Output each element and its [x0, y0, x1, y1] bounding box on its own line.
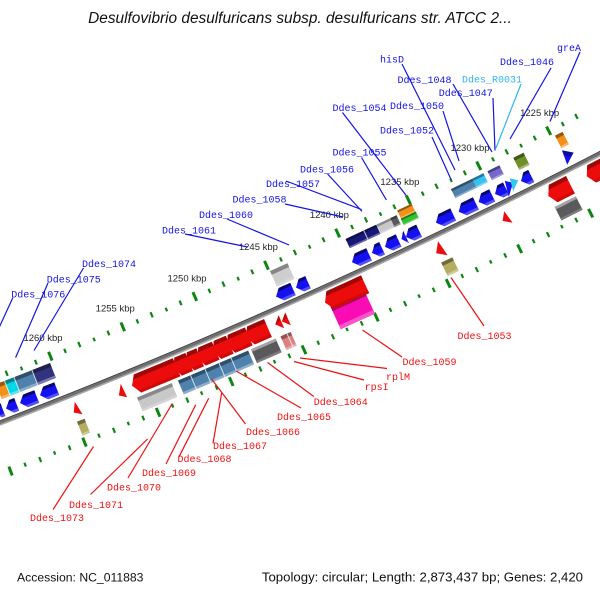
svg-text:1260 kbp: 1260 kbp [23, 333, 62, 344]
svg-text:1255 kbp: 1255 kbp [96, 304, 135, 315]
svg-text:Ddes_1066: Ddes_1066 [246, 427, 300, 439]
svg-text:Ddes_1058: Ddes_1058 [233, 195, 287, 207]
svg-text:Topology: circular; Length: 2,: Topology: circular; Length: 2,873,437 bp… [262, 570, 583, 585]
svg-text:Accession: NC_011883: Accession: NC_011883 [17, 571, 144, 585]
svg-text:hisD: hisD [380, 55, 404, 67]
svg-text:Ddes_1069: Ddes_1069 [142, 468, 196, 480]
svg-text:Ddes_1073: Ddes_1073 [30, 513, 84, 525]
svg-text:rpsI: rpsI [365, 383, 389, 394]
svg-text:Ddes_1071: Ddes_1071 [69, 500, 123, 512]
svg-text:Ddes_1050: Ddes_1050 [390, 101, 444, 113]
svg-text:Ddes_1074: Ddes_1074 [82, 259, 136, 271]
svg-text:Ddes_1075: Ddes_1075 [47, 275, 101, 287]
svg-text:Ddes_1061: Ddes_1061 [162, 226, 216, 238]
svg-text:Ddes_1057: Ddes_1057 [266, 179, 320, 191]
svg-text:Ddes_1060: Ddes_1060 [199, 210, 253, 222]
svg-text:Ddes_1068: Ddes_1068 [178, 454, 232, 466]
svg-text:Ddes_1070: Ddes_1070 [107, 483, 161, 495]
svg-text:Ddes_1053: Ddes_1053 [458, 331, 512, 343]
svg-text:1250 kbp: 1250 kbp [167, 273, 206, 284]
svg-text:Ddes_1076: Ddes_1076 [11, 289, 65, 301]
svg-text:greA: greA [557, 44, 581, 55]
svg-text:Ddes_1064: Ddes_1064 [314, 397, 368, 409]
svg-text:Ddes_1046: Ddes_1046 [500, 57, 554, 69]
svg-text:Ddes_1052: Ddes_1052 [380, 126, 434, 138]
svg-text:1225 kbp: 1225 kbp [520, 108, 559, 119]
svg-text:1245 kbp: 1245 kbp [239, 242, 278, 253]
svg-text:Ddes_1055: Ddes_1055 [333, 148, 387, 160]
svg-text:Ddes_1067: Ddes_1067 [213, 441, 267, 453]
svg-text:Ddes_1048: Ddes_1048 [398, 75, 452, 87]
svg-text:Desulfovibrio desulfuricans su: Desulfovibrio desulfuricans subsp. desul… [88, 10, 512, 27]
svg-text:1235 kbp: 1235 kbp [380, 177, 419, 188]
svg-text:Ddes_1065: Ddes_1065 [277, 412, 331, 424]
svg-text:Ddes_R0031: Ddes_R0031 [462, 75, 522, 87]
svg-text:Ddes_1059: Ddes_1059 [403, 357, 457, 369]
svg-text:1230 kbp: 1230 kbp [450, 143, 489, 154]
svg-text:rplM: rplM [386, 372, 410, 384]
svg-text:Ddes_1054: Ddes_1054 [333, 103, 387, 115]
svg-text:Ddes_1056: Ddes_1056 [300, 165, 354, 177]
svg-text:1240 kbp: 1240 kbp [310, 210, 349, 221]
svg-text:Ddes_1047: Ddes_1047 [439, 88, 493, 100]
